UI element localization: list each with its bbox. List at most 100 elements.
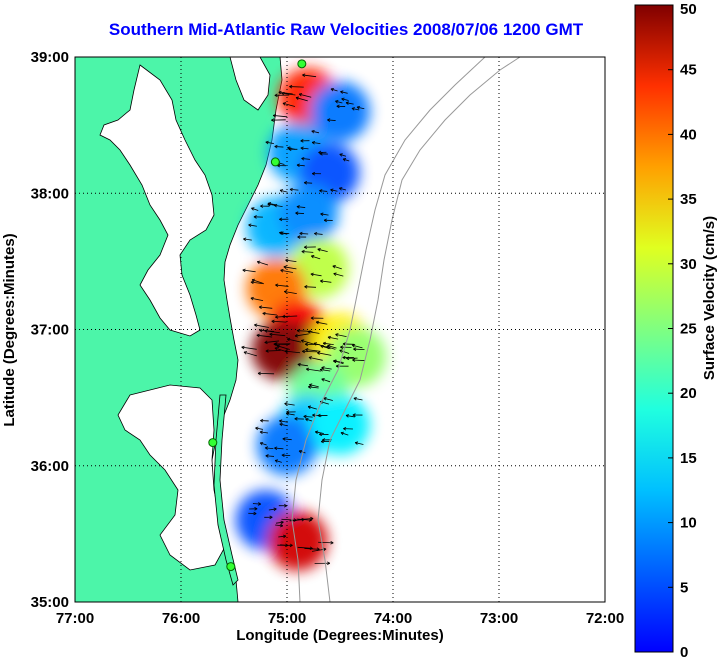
velocity-arrow (272, 113, 288, 118)
velocity-arrow (242, 268, 256, 273)
velocity-arrow (340, 431, 349, 436)
x-tick-label: 72:00 (586, 610, 624, 627)
velocity-arrow (304, 245, 316, 249)
y-tick-label: 38:00 (31, 185, 69, 202)
velocity-arrow (317, 413, 328, 418)
velocity-arrow (259, 441, 267, 446)
velocity-arrow (274, 347, 288, 353)
velocity-arrow (314, 430, 324, 435)
velocity-arrow (274, 459, 282, 463)
velocity-arrow (255, 426, 263, 431)
velocity-arrow (271, 319, 287, 324)
velocity-arrow (253, 215, 263, 219)
velocity-arrow (279, 189, 288, 193)
velocity-arrow (339, 349, 350, 354)
velocity-arrow (332, 265, 342, 270)
velocity-arrow (264, 515, 273, 520)
velocity-arrow (305, 348, 321, 352)
velocity-arrow (282, 102, 296, 107)
velocity-arrow (345, 414, 355, 418)
velocity-arrow (327, 344, 337, 349)
colorbar-tick-label: 35 (680, 191, 697, 208)
velocity-arrow (243, 351, 257, 357)
radar-sites (208, 59, 307, 572)
velocity-arrow (317, 248, 328, 253)
velocity-arrow (352, 413, 363, 417)
velocity-arrow (312, 413, 322, 418)
velocity-arrow (278, 90, 293, 95)
velocity-arrow (320, 279, 332, 283)
velocity-arrow (311, 129, 320, 134)
colorbar-label: Surface Velocity (cm/s) (701, 216, 718, 380)
velocity-cell (310, 394, 370, 455)
velocity-arrow (300, 146, 309, 151)
y-tick-label: 39:00 (31, 49, 69, 66)
velocity-arrow (342, 355, 354, 360)
velocity-arrow (260, 204, 270, 208)
velocity-arrow (262, 311, 277, 316)
colorbar-tick-label: 0 (680, 644, 688, 659)
velocity-arrow (264, 340, 280, 345)
velocity-arrow (252, 502, 262, 506)
velocity-arrow (312, 171, 322, 176)
velocity-arrow (322, 341, 334, 346)
velocity-arrow (308, 356, 323, 361)
velocity-arrow (251, 207, 259, 211)
velocity-arrow (269, 332, 286, 337)
x-tick-label: 76:00 (162, 610, 200, 627)
radar-site-marker (297, 59, 307, 69)
map-title: Southern Mid-Atlantic Raw Velocities 200… (108, 20, 584, 39)
velocity-arrow (343, 426, 353, 431)
velocity-arrow (274, 144, 284, 149)
velocity-arrow (332, 359, 344, 364)
velocity-arrow (300, 339, 314, 345)
velocity-arrow (256, 333, 273, 338)
radar-site-marker (270, 157, 280, 167)
velocity-arrow (340, 345, 352, 349)
velocity-arrow (333, 272, 344, 277)
velocity-arrow (311, 547, 327, 552)
x-tick-label: 75:00 (268, 610, 306, 627)
velocity-arrow (297, 362, 309, 367)
velocity-arrow (319, 368, 331, 372)
velocity-arrow (294, 417, 304, 421)
velocity-arrow (250, 296, 264, 302)
y-axis-label: Latitude (Degrees:Minutes) (1, 233, 18, 426)
velocity-arrow (296, 163, 305, 168)
velocity-cell (278, 183, 339, 244)
velocity-arrow (279, 419, 288, 423)
velocity-arrow (275, 520, 284, 525)
velocity-arrow (278, 534, 287, 539)
velocity-arrow (323, 218, 333, 223)
velocity-arrow (295, 96, 308, 102)
velocity-arrow (301, 156, 311, 161)
velocity-vectors (241, 73, 365, 566)
colorbar-tick-label: 30 (680, 256, 697, 273)
velocity-arrow (311, 140, 321, 145)
velocity-arrow (316, 351, 332, 356)
velocity-arrow (279, 217, 289, 222)
velocity-arrow (302, 73, 317, 78)
velocity-arrow (287, 146, 296, 150)
velocity-arrow (354, 441, 364, 445)
x-tick-label: 74:00 (374, 610, 412, 627)
barrier-islands (213, 394, 239, 586)
velocity-arrow (319, 189, 328, 193)
y-tick-label: 36:00 (31, 458, 69, 475)
velocity-arrow (278, 503, 288, 508)
radar-site-marker (226, 562, 236, 572)
velocity-arrow (257, 371, 275, 376)
velocity-arrow (279, 422, 288, 427)
velocity-arrow (351, 344, 363, 349)
grid-lines (75, 57, 605, 602)
velocity-arrow (319, 152, 328, 156)
velocity-arrow (313, 342, 327, 348)
delaware-bay (229, 57, 271, 111)
chesapeake-bay (99, 64, 215, 337)
velocity-arrow (274, 203, 283, 208)
velocity-arrow (265, 140, 274, 145)
velocity-arrow (294, 333, 309, 338)
velocity-arrow (243, 237, 252, 242)
velocity-arrow (305, 417, 313, 422)
